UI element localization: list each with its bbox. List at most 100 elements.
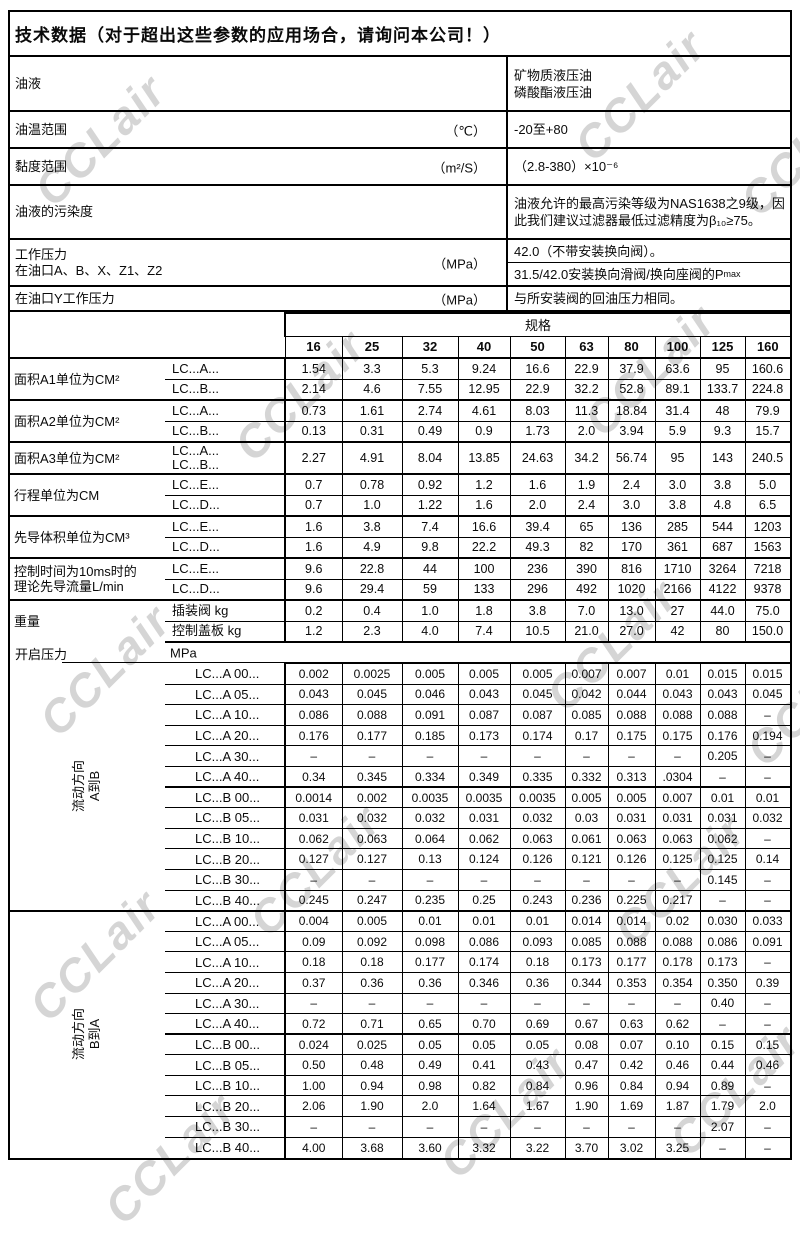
value-cell: 0.217 (654, 889, 701, 912)
flow-direction-line: 流动方向 (71, 1008, 87, 1061)
info-row-temperature: 油温范围 （℃） -20至+80 (10, 112, 790, 149)
value-cell: – (744, 868, 791, 891)
value-cell: 0.245 (284, 889, 343, 912)
row-label: 黏度范围 (15, 158, 68, 174)
model-label: LC...A 05... (165, 931, 285, 953)
value-cell: 0.41 (457, 1054, 511, 1076)
value-cell: 1.90 (564, 1095, 609, 1118)
value-cell: 0.84 (607, 1074, 656, 1097)
value-cell: 296 (509, 578, 566, 601)
model-label: LC...B 00... (165, 786, 285, 809)
value-cell: 133.7 (699, 378, 746, 401)
value-cell: 0.005 (341, 909, 403, 932)
page-title: 技术数据（对于超出这些参数的应用场合，请询问本公司！） (10, 12, 790, 57)
row-label-line: 工作压力 (15, 246, 68, 262)
value-cell: 0.025 (341, 1033, 403, 1056)
info-label-cell: 黏度范围 （m²/S） (10, 149, 508, 184)
value-cell: 0.67 (564, 1013, 609, 1035)
specification-table: 规格 16 25 32 40 50 63 80 100 125 160 面积A1单位为CM² LC.… (10, 312, 791, 643)
value-cell: 3.3 (341, 357, 403, 380)
value-cell: 0.043 (654, 683, 701, 706)
divider-line (62, 662, 790, 663)
value-cell: – (744, 745, 791, 767)
size-header: 40 (457, 335, 511, 359)
value-cell: 0.98 (401, 1074, 459, 1097)
value-cell: 0.313 (607, 765, 656, 788)
value-cell: 16.6 (457, 515, 511, 538)
value-cell: 0.177 (401, 951, 459, 973)
value-cell: 3.0 (607, 494, 656, 517)
value-line: （2.8-380）×10⁻⁶ (514, 159, 619, 174)
value-cell: – (744, 1074, 791, 1097)
info-value-cell: 与所安装阀的回油压力相同。 (508, 287, 790, 310)
value-cell: 3.8 (341, 515, 403, 538)
value-cell: 0.175 (654, 724, 701, 747)
table-row: 流动方向 A到B LC...A 00... 0.002 0.0025 0.005 0.005… (10, 663, 791, 812)
value-cell: – (341, 992, 403, 1015)
value-cell: 4.61 (457, 399, 511, 422)
opening-pressure-row: 开启压力 MPa (10, 643, 790, 663)
value-cell: 0.07 (607, 1033, 656, 1056)
value-cell: 1.6 (284, 515, 343, 538)
value-cell: 1.69 (607, 1095, 656, 1118)
flow-direction-line: 流动方向 (71, 760, 87, 813)
value-cell: 236 (509, 557, 566, 580)
model-label: LC...A 10... (165, 704, 285, 726)
value-cell: 9.8 (401, 536, 459, 559)
value-cell: 170 (607, 536, 656, 559)
value-cell: 687 (699, 536, 746, 559)
value-cell: 65 (564, 515, 609, 538)
size-header: 80 (607, 335, 656, 359)
value-cell: 0.9 (457, 420, 511, 443)
value-cell: 0.174 (509, 724, 566, 747)
value-cell: – (699, 1013, 746, 1035)
value-cell: 0.15 (744, 1033, 791, 1056)
info-value-cell: （2.8-380）×10⁻⁶ (508, 149, 790, 184)
value-cell: 0.332 (564, 765, 609, 788)
value-cell: – (284, 992, 343, 1015)
model-label: LC...B 40... (165, 890, 285, 912)
value-cell: 1.54 (284, 357, 343, 380)
value-cell: – (564, 1116, 609, 1138)
value-cell: 0.031 (607, 807, 656, 829)
value-cell: 0.94 (654, 1074, 701, 1097)
unit-label: （MPa） (433, 256, 486, 271)
value-cell: 0.005 (509, 663, 566, 685)
value-cell: 29.4 (341, 578, 403, 601)
row-label: 工作压力 在油口A、B、X、Z1、Z2 (15, 247, 162, 279)
value-cell: 0.10 (654, 1033, 701, 1056)
value-cell: 0.088 (607, 930, 656, 953)
value-cell: 0.014 (607, 909, 656, 932)
value-cell: 18.84 (607, 399, 656, 422)
value-cell: – (744, 1116, 791, 1138)
value-cell: – (564, 992, 609, 1015)
value-cell: 0.63 (607, 1013, 656, 1035)
model-label: LC...A 10... (165, 951, 285, 973)
value-cell: 3.8 (654, 494, 701, 517)
value-cell: 1.6 (509, 473, 566, 496)
value-cell: 0.7 (284, 494, 343, 517)
value-cell: 0.045 (341, 683, 403, 706)
value-cell: 0.36 (509, 971, 566, 994)
value-cell: 0.205 (699, 745, 746, 767)
value-cell: 1.2 (284, 620, 343, 643)
model-label: LC...A 40... (165, 1013, 285, 1035)
value-cell: – (564, 868, 609, 891)
value-cell: 34.2 (564, 441, 609, 475)
value-cell: 4.6 (341, 378, 403, 401)
value-cell: 1563 (744, 536, 791, 559)
value-cell: – (744, 889, 791, 912)
value-cell: 0.145 (699, 868, 746, 891)
group-label-line: 控制时间为10ms时的 (14, 564, 137, 579)
value-cell: 8.04 (401, 441, 459, 475)
row-label: 油温范围 (15, 121, 68, 137)
row-label: 开启压力 (15, 646, 68, 662)
model-label: LC...E... (165, 515, 285, 538)
value-cell: 0.13 (284, 420, 343, 443)
value-cell: .0304 (654, 765, 701, 788)
value-cell: 0.121 (564, 848, 609, 870)
table-row: LC...B 40... 4.00 3.68 3.60 3.32 3.22 3.70 3.02… (10, 1136, 791, 1158)
value-cell: 1.67 (509, 1095, 566, 1118)
value-cell: 3.70 (564, 1136, 609, 1158)
group-label: 行程单位为CM (10, 473, 165, 516)
